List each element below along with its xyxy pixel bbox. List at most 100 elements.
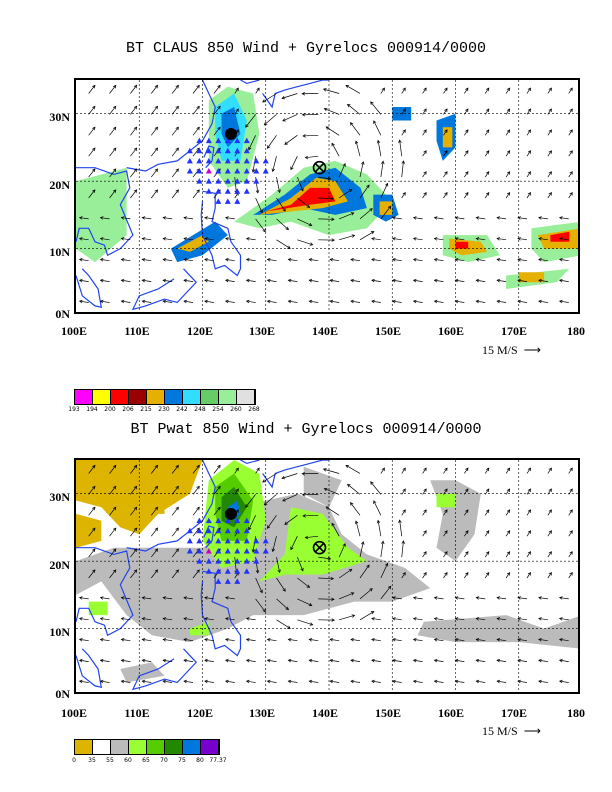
wind-vector — [413, 680, 423, 683]
wind-vector-head — [475, 216, 480, 220]
wind-vector-head — [548, 509, 552, 513]
wind-vector — [359, 208, 373, 220]
storm-center-dot — [224, 507, 237, 520]
wind-vector — [373, 120, 382, 136]
colorbar-swatch — [201, 390, 219, 404]
wind-vector — [434, 217, 444, 220]
wind-vector — [163, 217, 173, 220]
gyre-triangle — [186, 527, 193, 534]
wind-vector — [476, 259, 486, 262]
wind-vector — [401, 87, 406, 94]
colorbar-label: 206 — [122, 406, 134, 413]
wind-vector-head — [204, 237, 208, 241]
wind-vector — [547, 192, 552, 199]
wind-vector-head — [465, 150, 469, 154]
wind-vector — [559, 639, 569, 642]
wind-vector — [150, 548, 158, 558]
wind-vector-head — [154, 105, 159, 110]
wind-vector-head — [266, 679, 271, 684]
wind-vector — [163, 259, 173, 262]
wind-vector — [318, 197, 334, 200]
wind-vector — [100, 259, 110, 262]
wind-vector-head — [290, 546, 294, 551]
wind-vector — [455, 259, 465, 262]
wind-vector-head — [92, 126, 96, 131]
wind-vector — [526, 150, 531, 157]
gyre-triangle — [224, 548, 231, 554]
wind-vector-head — [486, 108, 490, 113]
colorbar-swatch — [165, 740, 183, 754]
wind-vector — [568, 171, 573, 178]
wind-vector — [183, 300, 194, 303]
wind-vector-head — [548, 571, 552, 576]
wind-vector-head — [287, 625, 291, 629]
wind-vector — [323, 468, 340, 474]
wind-vector — [309, 659, 319, 662]
wind-vector — [413, 217, 423, 220]
wind-vector — [547, 530, 552, 537]
wind-vector-head — [569, 571, 573, 576]
wind-vector-head — [154, 506, 159, 511]
wind-vector-head — [245, 504, 249, 508]
gyre-triangle — [234, 548, 241, 554]
wind-vector — [79, 217, 89, 220]
wind-vector — [248, 515, 256, 530]
x-label: 140E — [311, 706, 338, 720]
shaded-region — [442, 127, 453, 148]
wind-vector-head — [133, 485, 138, 490]
wind-vector — [505, 87, 510, 94]
wind-vector-head — [370, 481, 374, 485]
wind-vector-head — [183, 216, 187, 220]
wind-vector-head — [304, 155, 309, 160]
wind-vector-head — [245, 299, 250, 304]
map-panel-claus — [74, 78, 580, 314]
wind-vector — [371, 238, 381, 241]
wind-vector-head — [454, 617, 459, 621]
wind-vector — [401, 192, 406, 199]
colorbar-label: 254 — [212, 406, 224, 413]
wind-vector — [338, 543, 346, 558]
wind-vector — [142, 300, 152, 303]
wind-vector — [88, 106, 96, 115]
wind-vector-head — [112, 147, 117, 152]
wind-vector — [443, 488, 448, 495]
wind-vector-head — [308, 658, 313, 663]
wind-vector-head — [433, 257, 438, 262]
wind-vector-head — [92, 506, 96, 511]
colorbar-swatch — [129, 740, 147, 754]
wind-vector — [505, 488, 510, 495]
colorbar-swatch — [129, 390, 147, 404]
wind-vector-head — [204, 216, 208, 220]
wind-vector-head — [366, 184, 370, 189]
wind-vector-head — [496, 679, 501, 684]
wind-vector — [100, 680, 110, 683]
colorbar-swatch — [93, 390, 111, 404]
wind-vector — [505, 108, 510, 115]
wind-vector — [330, 639, 340, 642]
wind-vector-head — [285, 226, 289, 231]
wind-vector — [150, 147, 158, 157]
gyre-triangle — [205, 537, 212, 544]
wind-vector-head — [141, 257, 146, 262]
wind-vector-head — [465, 551, 469, 555]
wind-vector-head — [183, 237, 187, 241]
gyre-triangle — [224, 137, 231, 144]
wind-vector — [464, 488, 469, 495]
wind-vector — [225, 639, 235, 642]
gyre-triangle — [196, 178, 203, 184]
wind-vector — [380, 87, 385, 94]
wind-vector-head — [183, 299, 187, 304]
gyre-triangle — [234, 537, 241, 544]
wind-vector-head — [277, 569, 281, 574]
wind-vector-head — [245, 278, 250, 283]
wind-vector — [455, 217, 465, 220]
wind-vector-head — [133, 527, 138, 532]
gyre-triangle — [243, 137, 250, 144]
wind-vector-head — [133, 189, 138, 193]
wind-vector-head — [548, 467, 552, 472]
gyre-triangle — [196, 548, 203, 554]
gyre-triangle — [234, 188, 241, 194]
wind-vector — [281, 93, 298, 99]
wind-vector-head — [331, 142, 335, 147]
wind-vector-head — [282, 208, 286, 212]
